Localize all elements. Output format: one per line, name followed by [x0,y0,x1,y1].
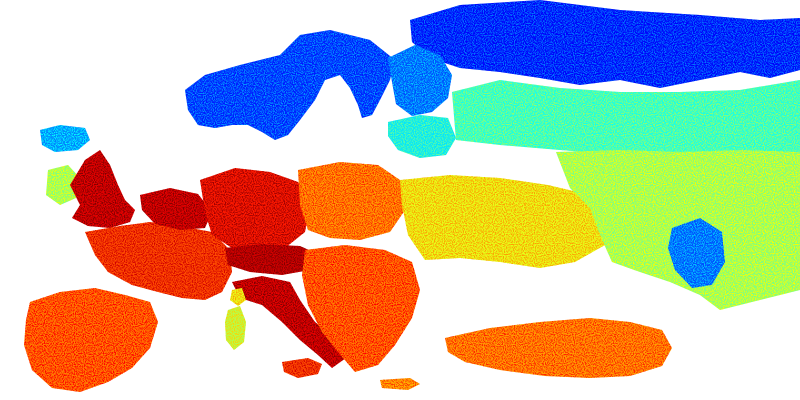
region-texture-ukraine [400,175,612,268]
region-texture-great-britain [70,150,135,228]
region-texture-turkey [445,318,672,378]
region-texture-scandinavia [185,30,395,140]
region-texture-germany [200,168,310,252]
region-texture-western-russia [452,80,800,162]
region-texture-sardinia [225,306,246,350]
region-texture-northern-russia [410,0,800,88]
region-texture-poland [298,162,405,240]
region-texture-baltic-states [388,115,456,158]
region-texture-benelux [140,188,212,230]
region-texture-france [85,222,232,300]
region-texture-ireland [46,165,80,205]
region-texture-italy [232,276,346,368]
region-texture-crete [380,378,420,390]
region-texture-iberia [24,288,158,392]
region-texture-iceland [40,125,90,152]
region-texture-sicily [282,358,322,378]
region-texture-finland [388,45,452,116]
region-texture-alps [225,244,320,275]
speckle-layer [24,0,800,392]
region-texture-volga-region [668,218,725,288]
region-texture-balkans [302,245,420,372]
region-texture-corsica [230,288,246,306]
